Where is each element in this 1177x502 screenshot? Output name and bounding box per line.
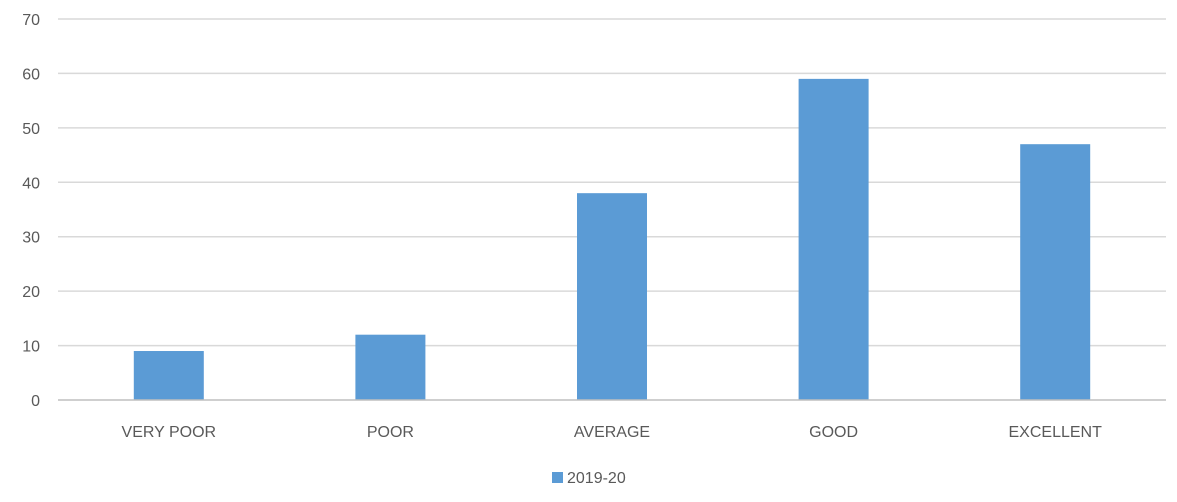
x-tick-label: VERY POOR — [122, 424, 217, 441]
x-tick-label: GOOD — [809, 424, 858, 441]
x-tick-label: POOR — [367, 424, 414, 441]
bars — [133, 78, 1091, 400]
y-tick-label: 70 — [22, 12, 40, 29]
y-tick-label: 30 — [22, 230, 40, 247]
legend-swatch — [552, 472, 563, 483]
y-tick-label: 60 — [22, 66, 40, 83]
bar-average — [577, 193, 647, 400]
legend-label: 2019-20 — [567, 470, 626, 487]
y-axis-tick-labels: 0 10 20 30 40 50 60 70 — [22, 12, 40, 410]
bar-very-poor — [133, 351, 204, 400]
y-tick-label: 40 — [22, 175, 40, 192]
legend: 2019-20 — [552, 470, 626, 487]
bar-excellent — [1020, 144, 1091, 400]
x-tick-label: EXCELLENT — [1009, 424, 1103, 441]
y-tick-label: 20 — [22, 284, 40, 301]
bar-poor — [355, 334, 426, 400]
y-tick-label: 50 — [22, 121, 40, 138]
y-tick-label: 0 — [31, 393, 40, 410]
x-tick-label: AVERAGE — [574, 424, 650, 441]
x-axis-tick-labels: VERY POOR POOR AVERAGE GOOD EXCELLENT — [122, 424, 1103, 441]
y-tick-label: 10 — [22, 339, 40, 356]
bar-good — [798, 78, 869, 400]
